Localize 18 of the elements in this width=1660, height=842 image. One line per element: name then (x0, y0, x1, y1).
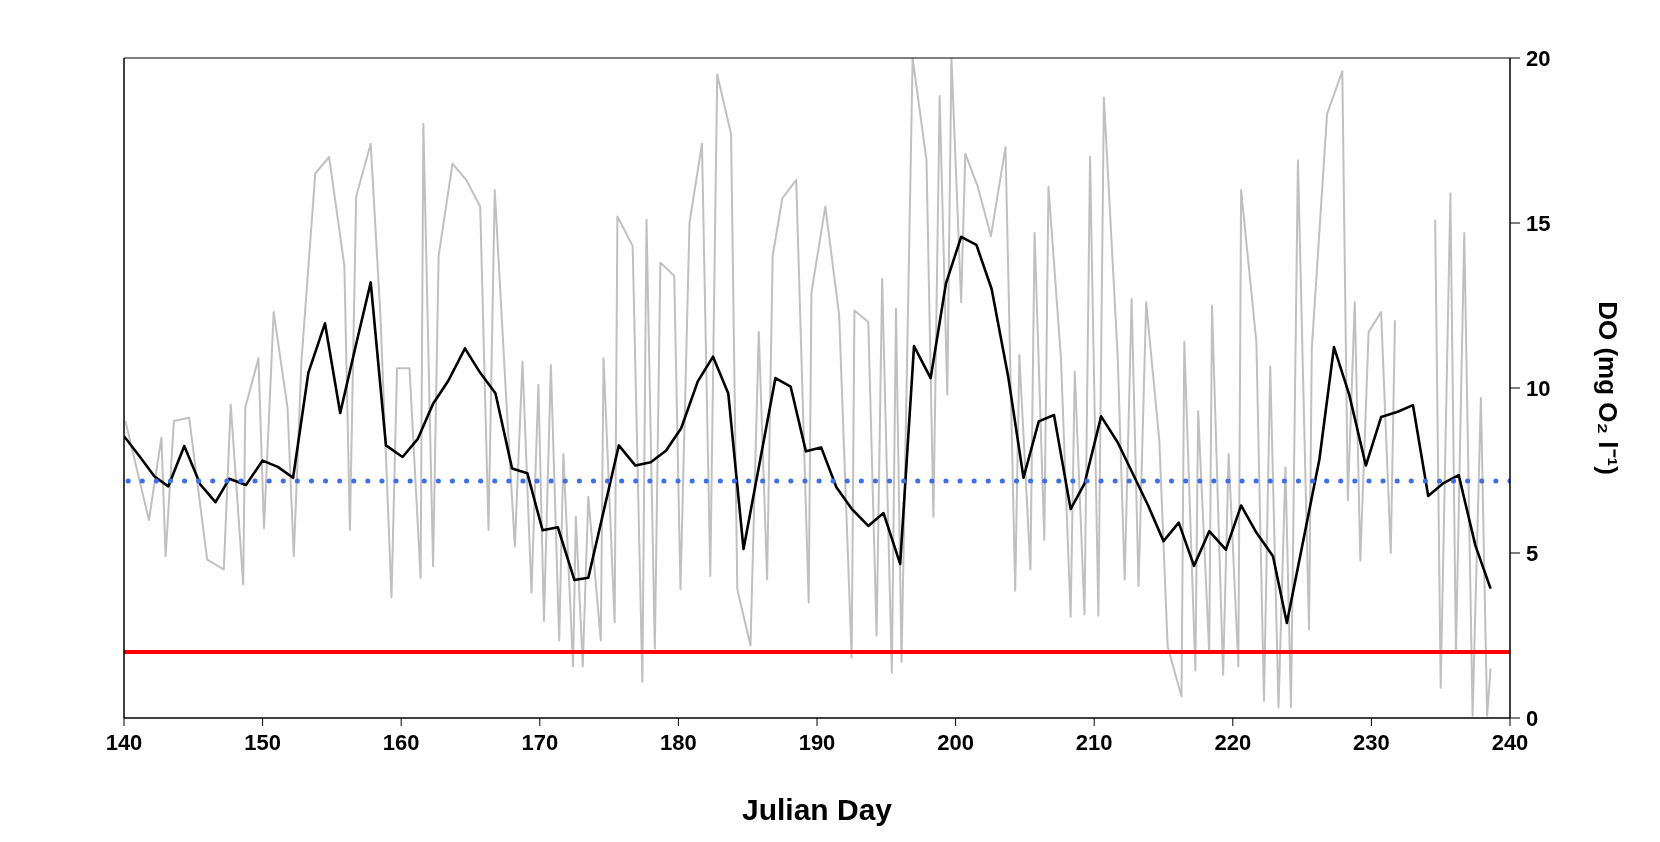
x-tick-label: 210 (1075, 729, 1113, 755)
x-tick-label: 150 (244, 729, 281, 755)
y-tick-label: 15 (1526, 210, 1551, 236)
y-tick-label: 5 (1526, 540, 1539, 566)
x-tick-label: 240 (1491, 729, 1529, 755)
x-tick-label: 160 (382, 729, 420, 755)
x-tick-label: 140 (105, 729, 143, 755)
x-tick-label: 200 (937, 729, 974, 755)
x-tick-label: 220 (1214, 729, 1252, 755)
x-tick-label: 190 (798, 729, 836, 755)
y-tick-label: 0 (1526, 705, 1539, 731)
y-tick-label: 20 (1526, 45, 1551, 71)
x-tick-label: 230 (1353, 729, 1390, 755)
y-tick-label: 10 (1526, 375, 1551, 401)
y-axis-title: DO (mg O₂ l⁻¹) (1592, 301, 1623, 475)
x-tick-label: 180 (660, 729, 697, 755)
x-axis-title: Julian Day (741, 793, 893, 826)
x-tick-label: 170 (521, 729, 559, 755)
